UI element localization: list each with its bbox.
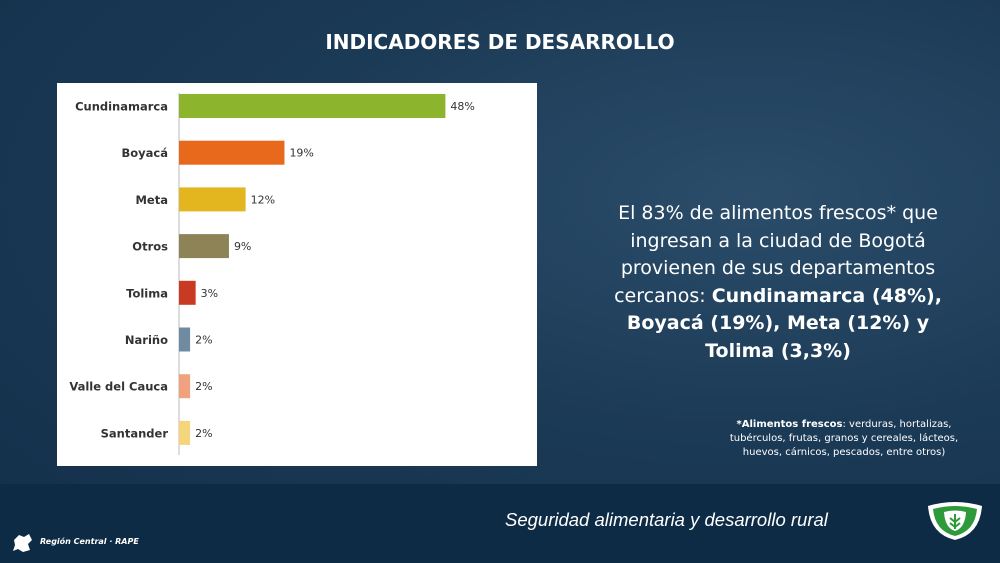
bar <box>179 374 191 399</box>
bar <box>179 420 191 445</box>
category-label: Tolima <box>126 286 168 300</box>
chart: Cundinamarca 48% Boyacá 19% Meta 12% Otros 9% To… <box>69 93 475 455</box>
organization: Región Central · RAPE <box>40 537 139 546</box>
chart-panel: Cundinamarca 48% Boyacá 19% Meta 12% Otros 9% To… <box>57 83 537 466</box>
slide-title: INDICADORES DE DESARROLLO <box>325 30 675 54</box>
value-label: 12% <box>251 193 275 206</box>
value-label: 19% <box>289 147 313 160</box>
value-label: 2% <box>195 380 212 393</box>
footer-band <box>0 484 1000 563</box>
value-label: 3% <box>201 287 218 300</box>
category-label: Nariño <box>125 333 168 347</box>
logo <box>928 502 982 540</box>
category-label: Meta <box>135 193 168 207</box>
bar <box>179 280 196 305</box>
summary-bold: Cundinamarca (48%), Boyacá (19%), Meta (… <box>626 284 942 362</box>
category-label: Otros <box>132 240 168 254</box>
summary-plain: El 83% de alimentos frescos* que ingresa… <box>614 202 938 307</box>
category-label: Valle del Cauca <box>69 380 168 394</box>
bar <box>179 94 446 118</box>
bar <box>179 140 285 165</box>
bar <box>179 327 191 352</box>
bar <box>179 187 246 212</box>
category-label: Santander <box>101 426 169 440</box>
bar <box>179 234 229 259</box>
footnote-plain: : verduras, hortalizas, tubérculos, frut… <box>729 419 959 458</box>
tagline: Seguridad alimentaria y desarrollo rural <box>505 509 828 530</box>
footnote-bold: *Alimentos frescos <box>736 419 843 430</box>
category-label: Cundinamarca <box>75 100 168 114</box>
value-label: 2% <box>195 334 212 347</box>
footnote: *Alimentos frescos: verduras, hortalizas… <box>715 418 973 460</box>
value-label: 2% <box>195 427 212 440</box>
value-label: 48% <box>450 100 474 113</box>
value-label: 9% <box>234 240 251 253</box>
category-label: Boyacá <box>122 146 169 160</box>
region-icon <box>13 534 32 552</box>
summary-text: El 83% de alimentos frescos* que ingresa… <box>590 200 966 365</box>
